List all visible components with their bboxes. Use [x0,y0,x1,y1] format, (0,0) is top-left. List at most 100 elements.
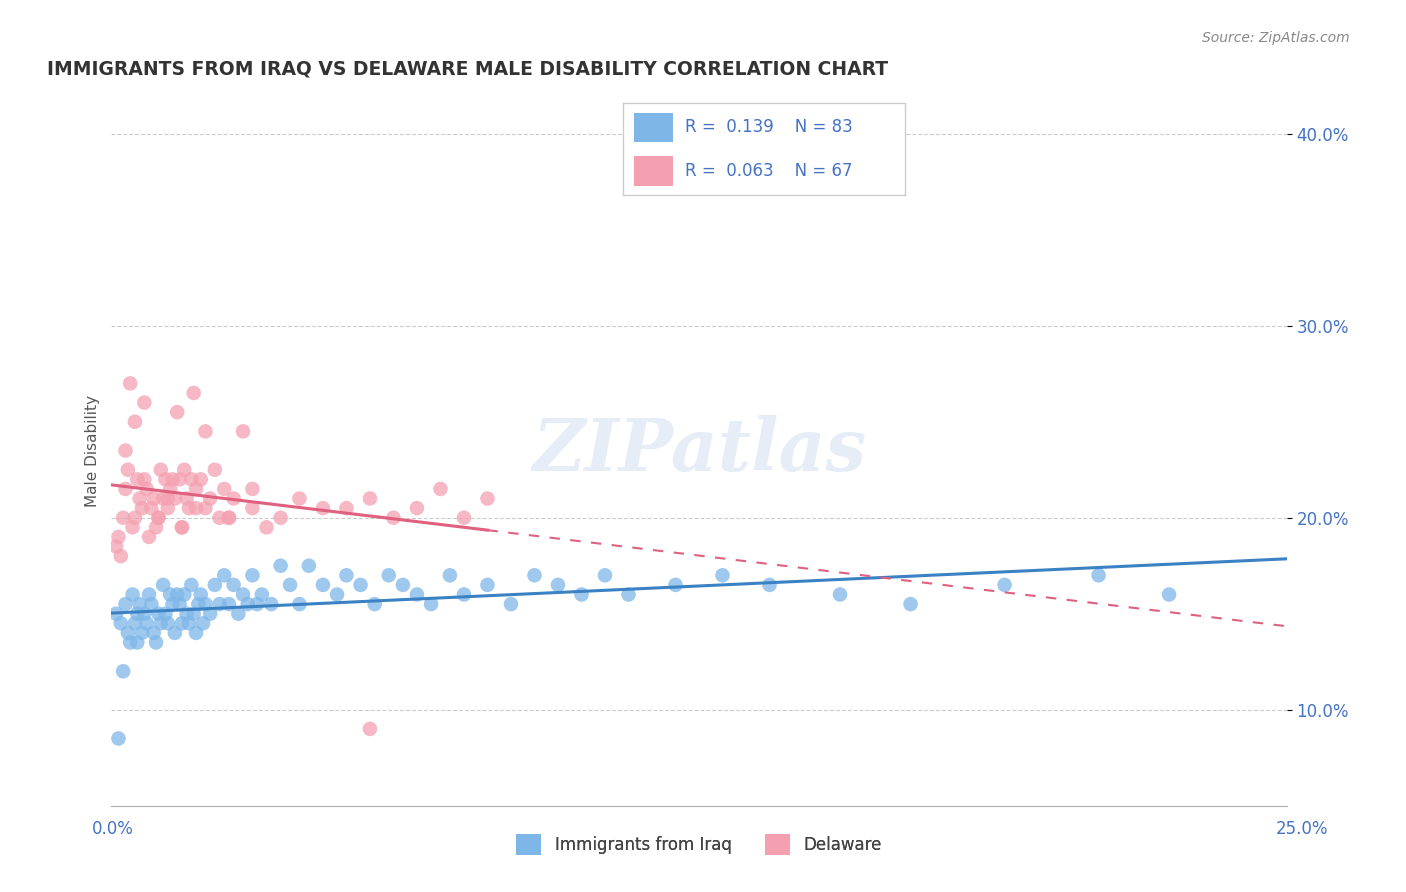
Point [406,501,429,516]
Point [312,578,335,592]
Point [439,568,461,582]
Point [453,510,475,524]
Point [152,578,174,592]
Point [312,501,335,516]
Point [326,587,349,601]
Point [218,510,240,524]
Point [335,501,357,516]
Point [124,616,146,631]
Point [278,578,301,592]
Point [208,510,231,524]
Point [131,626,153,640]
Point [547,578,569,592]
Point [117,463,139,477]
Point [198,607,221,621]
Point [1087,568,1109,582]
Point [298,558,321,573]
Point [180,472,202,486]
Point [194,501,217,516]
Point [170,520,193,534]
Point [222,578,245,592]
Point [204,463,226,477]
Point [499,597,522,611]
Point [270,558,292,573]
Point [159,587,181,601]
Point [162,472,184,486]
Point [359,722,381,736]
Point [176,491,198,506]
Point [190,587,212,601]
Point [163,626,186,640]
Point [128,491,150,506]
Point [112,510,135,524]
Point [142,491,165,506]
Point [212,482,235,496]
Point [173,587,195,601]
Point [359,491,381,506]
Point [134,395,156,409]
Point [288,491,311,506]
Point [156,491,179,506]
Point [1157,587,1180,601]
Point [107,731,129,746]
Point [429,482,451,496]
Point [208,597,231,611]
Text: 0.0%: 0.0% [91,820,134,838]
Point [270,510,292,524]
Point [177,501,200,516]
Text: 25.0%: 25.0% [1277,820,1329,838]
Point [114,443,136,458]
Point [135,616,157,631]
Text: Source: ZipAtlas.com: Source: ZipAtlas.com [1202,31,1350,45]
Point [127,472,149,486]
Point [163,491,186,506]
Point [420,597,443,611]
Point [162,597,184,611]
Point [134,472,156,486]
Point [148,510,170,524]
Point [477,491,499,506]
Point [127,607,149,621]
Point [155,472,177,486]
Point [571,587,593,601]
Point [392,578,415,592]
Point [117,626,139,640]
Point [335,568,357,582]
Point [828,587,851,601]
Point [363,597,385,611]
Point [184,482,207,496]
Point [194,425,217,439]
Point [169,597,191,611]
Point [120,376,142,391]
Point [232,587,254,601]
Point [477,578,499,592]
Point [149,616,172,631]
Point [382,510,405,524]
Point [194,597,217,611]
Point [711,568,734,582]
Point [232,425,254,439]
Point [183,386,205,401]
Point [170,520,193,534]
Point [120,635,142,649]
Point [121,520,143,534]
Point [236,597,259,611]
Point [218,597,240,611]
Point [218,510,240,524]
Point [758,578,780,592]
Point [900,597,922,611]
Point [105,607,128,621]
Point [184,501,207,516]
Point [176,607,198,621]
Point [166,587,188,601]
Point [212,568,235,582]
Point [110,549,132,563]
Point [124,415,146,429]
Point [228,607,250,621]
Point [145,520,167,534]
Point [246,597,269,611]
Point [183,607,205,621]
Point [593,568,616,582]
Point [169,472,191,486]
Point [156,501,179,516]
